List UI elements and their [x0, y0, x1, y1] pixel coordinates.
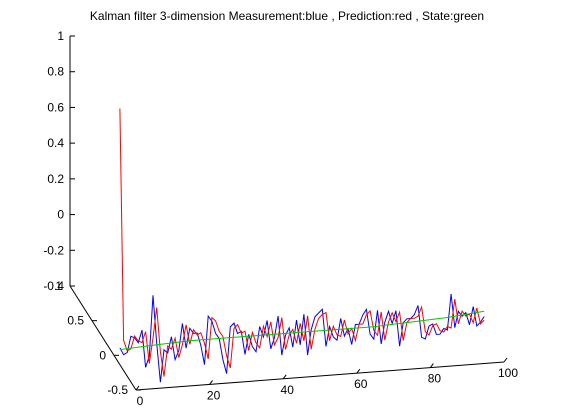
axis-ticks: 0 20 40 60 80 100-0.500.51-0.4-0.200.20.40.60…: [43, 29, 518, 408]
y-tick-label: 0: [99, 348, 106, 362]
x-tick-label: 80: [428, 372, 442, 386]
y-tick-label: 1: [55, 279, 62, 293]
x-tick-mark: [209, 380, 214, 385]
x-axis-line: [135, 361, 505, 391]
z-tick-label: 0.6: [47, 100, 64, 114]
x-tick-mark: [282, 374, 287, 380]
series-line-state: [119, 310, 485, 351]
z-tick-label: 0: [57, 208, 64, 222]
x-tick-label: 100: [498, 366, 518, 380]
x-tick-mark: [429, 363, 434, 368]
chart-title: Kalman filter 3-dimension Measurement:bl…: [90, 9, 484, 23]
axes: [69, 36, 505, 391]
z-tick-label: 0.4: [47, 136, 64, 150]
z-tick-label: -0.2: [43, 243, 64, 257]
y-tick-label: 0.5: [67, 314, 84, 328]
series-line-measurement: [119, 293, 485, 383]
x-tick-label: 40: [281, 383, 295, 397]
plot-series: [119, 108, 485, 383]
x-tick-label: 60: [354, 377, 368, 391]
x-tick-label: 20: [207, 388, 221, 402]
y-tick-label: -0.5: [107, 383, 128, 397]
z-tick-label: 1: [57, 29, 64, 43]
y-axis-line: [69, 285, 137, 391]
z-tick-label: 0.2: [47, 172, 64, 186]
z-tick-label: -0.4: [43, 279, 64, 293]
series-line-prediction: [119, 108, 485, 377]
x-tick-mark: [356, 368, 361, 374]
x-tick-mark: [503, 357, 508, 363]
x-tick-label: 0: [137, 394, 144, 408]
x-tick-mark: [135, 385, 140, 391]
z-tick-label: 0.8: [47, 65, 64, 79]
